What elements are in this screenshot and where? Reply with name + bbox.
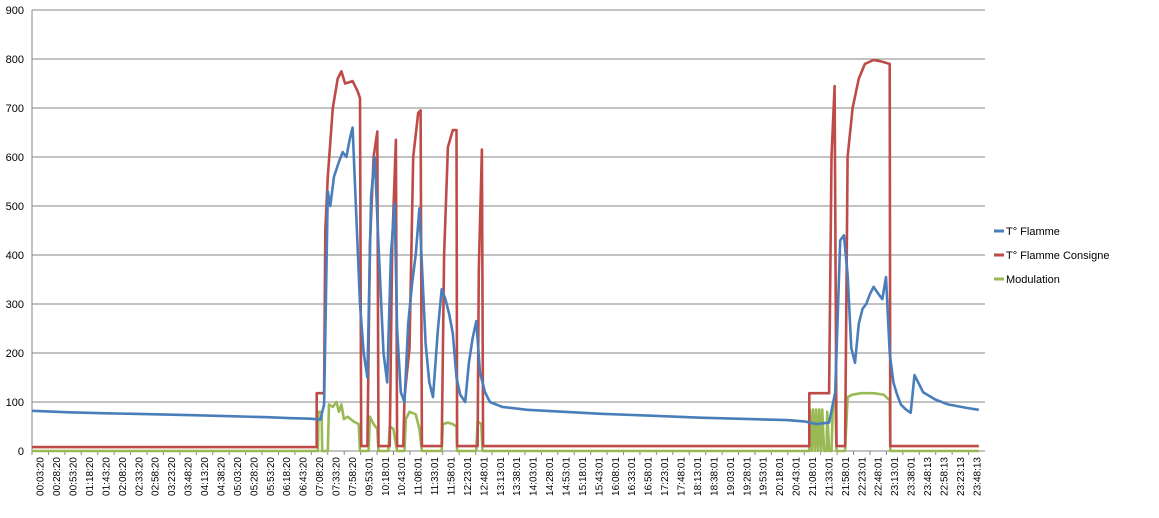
x-tick-label: 04:13:20	[200, 457, 211, 496]
x-tick-label: 01:18:20	[85, 457, 96, 496]
x-tick-label: 20:43:01	[792, 457, 803, 496]
x-tick-label: 06:18:20	[282, 457, 293, 496]
x-tick-label: 23:23:13	[956, 457, 967, 496]
x-tick-label: 06:43:20	[299, 457, 310, 496]
x-tick-label: 05:03:20	[233, 457, 244, 496]
legend: T° Flamme T° Flamme Consigne Modulation	[994, 226, 1109, 286]
x-tick-label: 22:58:13	[939, 457, 950, 496]
x-tick-label: 18:38:01	[709, 457, 720, 496]
x-tick-label: 02:58:20	[151, 457, 162, 496]
y-tick-label: 100	[6, 397, 24, 409]
x-tick-label: 17:23:01	[660, 457, 671, 496]
x-tick-label: 19:53:01	[759, 457, 770, 496]
y-tick-label: 0	[18, 446, 24, 458]
x-tick-label: 15:18:01	[578, 457, 589, 496]
x-tick-label: 22:23:01	[857, 457, 868, 496]
x-tick-label: 11:58:01	[446, 457, 457, 496]
x-tick-label: 23:13:01	[890, 457, 901, 496]
x-tick-label: 22:48:01	[874, 457, 885, 496]
y-tick-label: 200	[6, 348, 24, 360]
x-tick-label: 17:48:01	[677, 457, 688, 496]
x-tick-label: 09:53:01	[364, 457, 375, 496]
x-tick-label: 18:13:01	[693, 457, 704, 496]
x-tick-label: 23:38:01	[907, 457, 918, 496]
x-tick-label: 04:38:20	[216, 457, 227, 496]
x-tick-label: 21:33:01	[824, 457, 835, 496]
x-tick-label: 19:28:01	[742, 457, 753, 496]
grid-lines	[32, 9, 985, 403]
y-tick-label: 400	[6, 250, 24, 262]
x-tick-label: 15:43:01	[594, 457, 605, 496]
x-tick-label: 13:13:01	[496, 457, 507, 496]
x-tick-label: 20:18:01	[775, 457, 786, 496]
x-tick-label: 02:33:20	[134, 457, 145, 496]
x-tick-label: 11:33:01	[430, 457, 441, 496]
y-tick-label: 900	[6, 5, 24, 17]
x-tick-label: 14:03:01	[529, 457, 540, 496]
x-tick-label: 14:28:01	[545, 457, 556, 496]
y-axis: 0 100 200 300 400 500 600 700 800 900	[6, 5, 33, 458]
x-tick-label: 11:08:01	[414, 457, 425, 496]
x-tick-label: 13:38:01	[512, 457, 523, 496]
series-line-t-flamme	[31, 126, 979, 426]
x-tick-label: 23:48:13	[972, 457, 983, 496]
y-tick-label: 800	[6, 54, 24, 66]
x-tick-label: 00:28:20	[52, 457, 63, 496]
x-tick-label: 00:53:20	[69, 457, 80, 496]
x-tick-label: 23:48:13	[923, 457, 934, 496]
x-tick-label: 03:23:20	[167, 457, 178, 496]
x-tick-label: 21:58:01	[841, 457, 852, 496]
x-tick-label: 00:03:20	[36, 457, 47, 496]
x-tick-label: 16:08:01	[611, 457, 622, 496]
y-tick-label: 700	[6, 103, 24, 115]
x-tick-label: 05:53:20	[266, 457, 277, 496]
x-tick-label: 16:33:01	[627, 457, 638, 496]
x-tick-label: 12:48:01	[479, 457, 490, 496]
x-tick-label: 07:33:20	[331, 457, 342, 496]
legend-label: Modulation	[1006, 274, 1060, 286]
y-tick-label: 600	[6, 152, 24, 164]
legend-label: T° Flamme	[1006, 226, 1060, 238]
x-tick-label: 19:03:01	[726, 457, 737, 496]
series-lines	[31, 58, 979, 453]
x-tick-label: 16:58:01	[644, 457, 655, 496]
x-tick-label: 02:08:20	[118, 457, 129, 496]
legend-label: T° Flamme Consigne	[1006, 250, 1109, 262]
x-tick-label: 21:08:01	[808, 457, 819, 496]
y-tick-label: 300	[6, 299, 24, 311]
x-axis: 00:03:20 00:28:20 00:53:20 01:18:20 01:43:20…	[31, 450, 985, 496]
x-tick-label: 07:58:20	[348, 457, 359, 496]
x-tick-label: 01:43:20	[101, 457, 112, 496]
y-tick-label: 500	[6, 201, 24, 213]
x-tick-label: 03:48:20	[184, 457, 195, 496]
x-tick-label: 10:18:01	[381, 457, 392, 496]
x-tick-label: 05:28:20	[249, 457, 260, 496]
x-tick-label: 10:43:01	[397, 457, 408, 496]
x-tick-label: 07:08:20	[315, 457, 326, 496]
x-tick-label: 14:53:01	[562, 457, 573, 496]
x-tick-label: 12:23:01	[463, 457, 474, 496]
series-line-t-flamme-consigne	[32, 58, 979, 449]
